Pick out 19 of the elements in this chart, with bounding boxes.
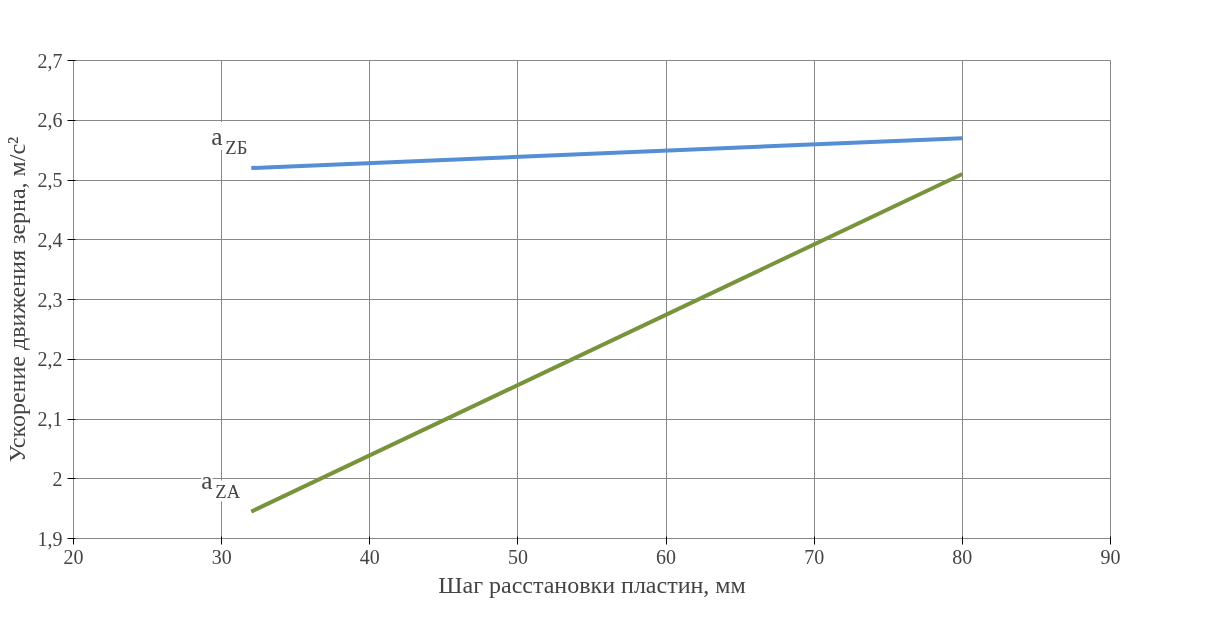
- x-tick-label: 80: [952, 545, 973, 568]
- x-tick-label: 70: [804, 545, 825, 568]
- x-tick-label: 60: [656, 545, 677, 568]
- x-axis-title: Шаг расстановки пластин, мм: [438, 571, 746, 598]
- x-tick-label: 40: [359, 545, 380, 568]
- y-tick-label: 2,1: [37, 408, 63, 430]
- y-tick-label: 1,9: [37, 527, 63, 550]
- y-tick-label: 2: [52, 467, 63, 490]
- y-tick-label: 2,7: [37, 49, 63, 72]
- y-tick-label: 2,3: [37, 288, 63, 311]
- y-axis-title: Ускорение движения зерна, м/с²: [3, 136, 30, 463]
- x-tick-label: 50: [507, 545, 528, 568]
- x-tick-label: 90: [1100, 545, 1121, 568]
- x-tick-label: 20: [63, 545, 84, 568]
- y-tick-label: 2,5: [37, 169, 63, 191]
- y-tick-label: 2,6: [37, 109, 63, 132]
- y-tick-label: 2,4: [37, 228, 63, 251]
- y-tick-label: 2,2: [37, 348, 63, 371]
- x-tick-label: 30: [211, 545, 232, 568]
